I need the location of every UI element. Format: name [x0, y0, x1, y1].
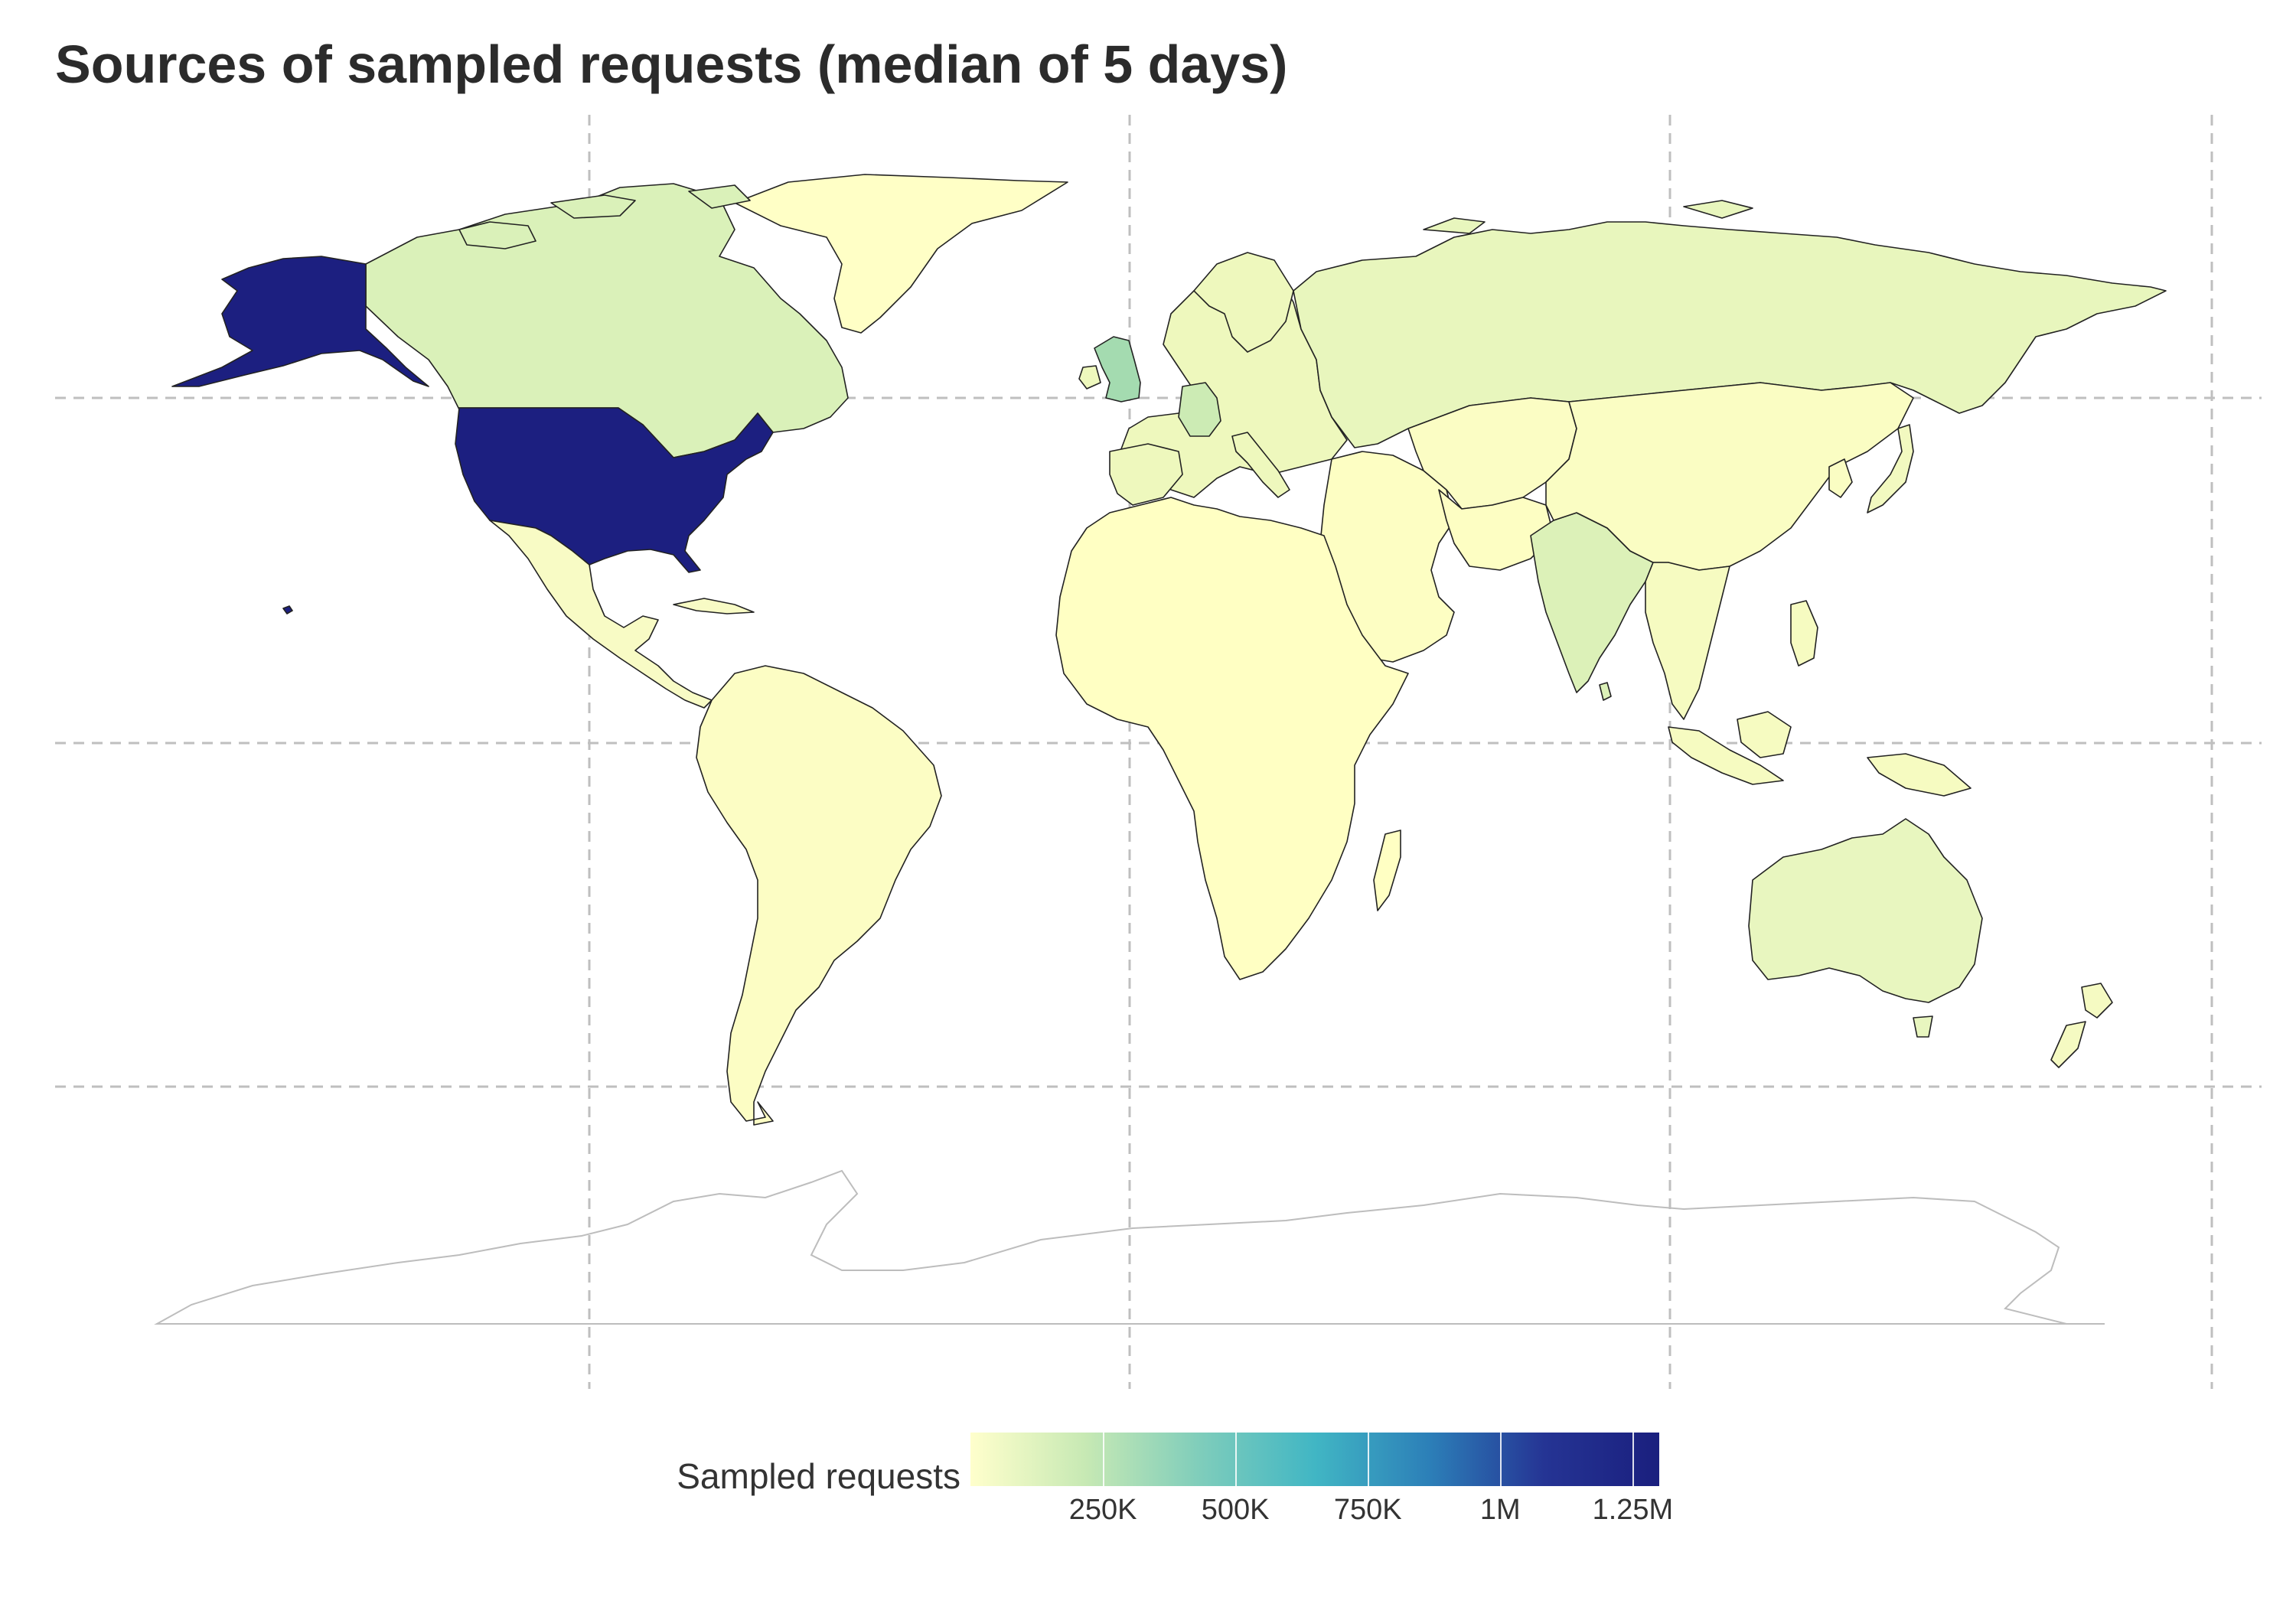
region-new-zealand-south: [2050, 1021, 2086, 1068]
legend-tick-0: [1103, 1433, 1105, 1486]
region-united-kingdom: [1094, 336, 1141, 403]
region-philippines: [1790, 600, 1818, 667]
region-canada-island-3: [688, 184, 751, 209]
legend-tick-label: 500K: [1201, 1494, 1270, 1526]
region-scandinavia: [1193, 252, 1294, 353]
region-canada-island-1: [458, 221, 536, 249]
antarctica-outline: [154, 1169, 2105, 1325]
region-africa: [1055, 497, 1409, 980]
legend-tick-label: 750K: [1333, 1494, 1402, 1526]
legend-tick-1: [1235, 1433, 1238, 1486]
region-hawaii: [282, 605, 293, 614]
legend-tick-4: [1632, 1433, 1635, 1486]
legend-title: Sampled requests: [677, 1456, 960, 1496]
legend-tick-label: 1.25M: [1592, 1494, 1674, 1526]
legend-tick-label: 1M: [1479, 1494, 1521, 1526]
region-canada-island-2: [550, 194, 636, 219]
region-iberia: [1109, 443, 1183, 506]
region-new-guinea: [1867, 753, 1971, 797]
region-russia-island-1: [1423, 217, 1486, 234]
region-korea: [1828, 458, 1853, 498]
legend-color-bar: [970, 1433, 1659, 1486]
map-title: Sources of sampled requests (median of 5…: [55, 34, 1288, 94]
region-indonesia: [1668, 726, 1784, 785]
region-sri-lanka: [1599, 682, 1612, 701]
antarctica: [154, 1169, 2105, 1325]
region-alaska: [171, 256, 429, 387]
region-south-america: [696, 665, 942, 1126]
region-mexico: [489, 520, 713, 709]
region-ireland: [1078, 365, 1101, 390]
legend-tick-2: [1368, 1433, 1370, 1486]
region-australia: [1748, 818, 1983, 1003]
legend-tick-label: 250K: [1068, 1494, 1137, 1526]
region-japan: [1867, 424, 1914, 513]
region-italy: [1231, 432, 1290, 498]
region-russia-island-2: [1683, 200, 1753, 219]
legend-tick-3: [1500, 1433, 1502, 1486]
world-map: [55, 115, 2262, 1389]
region-greenland: [734, 174, 1068, 334]
region-china: [1545, 382, 1914, 571]
region-borneo: [1737, 711, 1792, 758]
region-southeast-asia: [1645, 562, 1730, 720]
region-new-zealand-north: [2081, 983, 2113, 1019]
region-germany: [1178, 382, 1221, 437]
region-tasmania: [1913, 1015, 1933, 1038]
region-cuba: [673, 598, 755, 614]
region-madagascar: [1373, 830, 1401, 911]
